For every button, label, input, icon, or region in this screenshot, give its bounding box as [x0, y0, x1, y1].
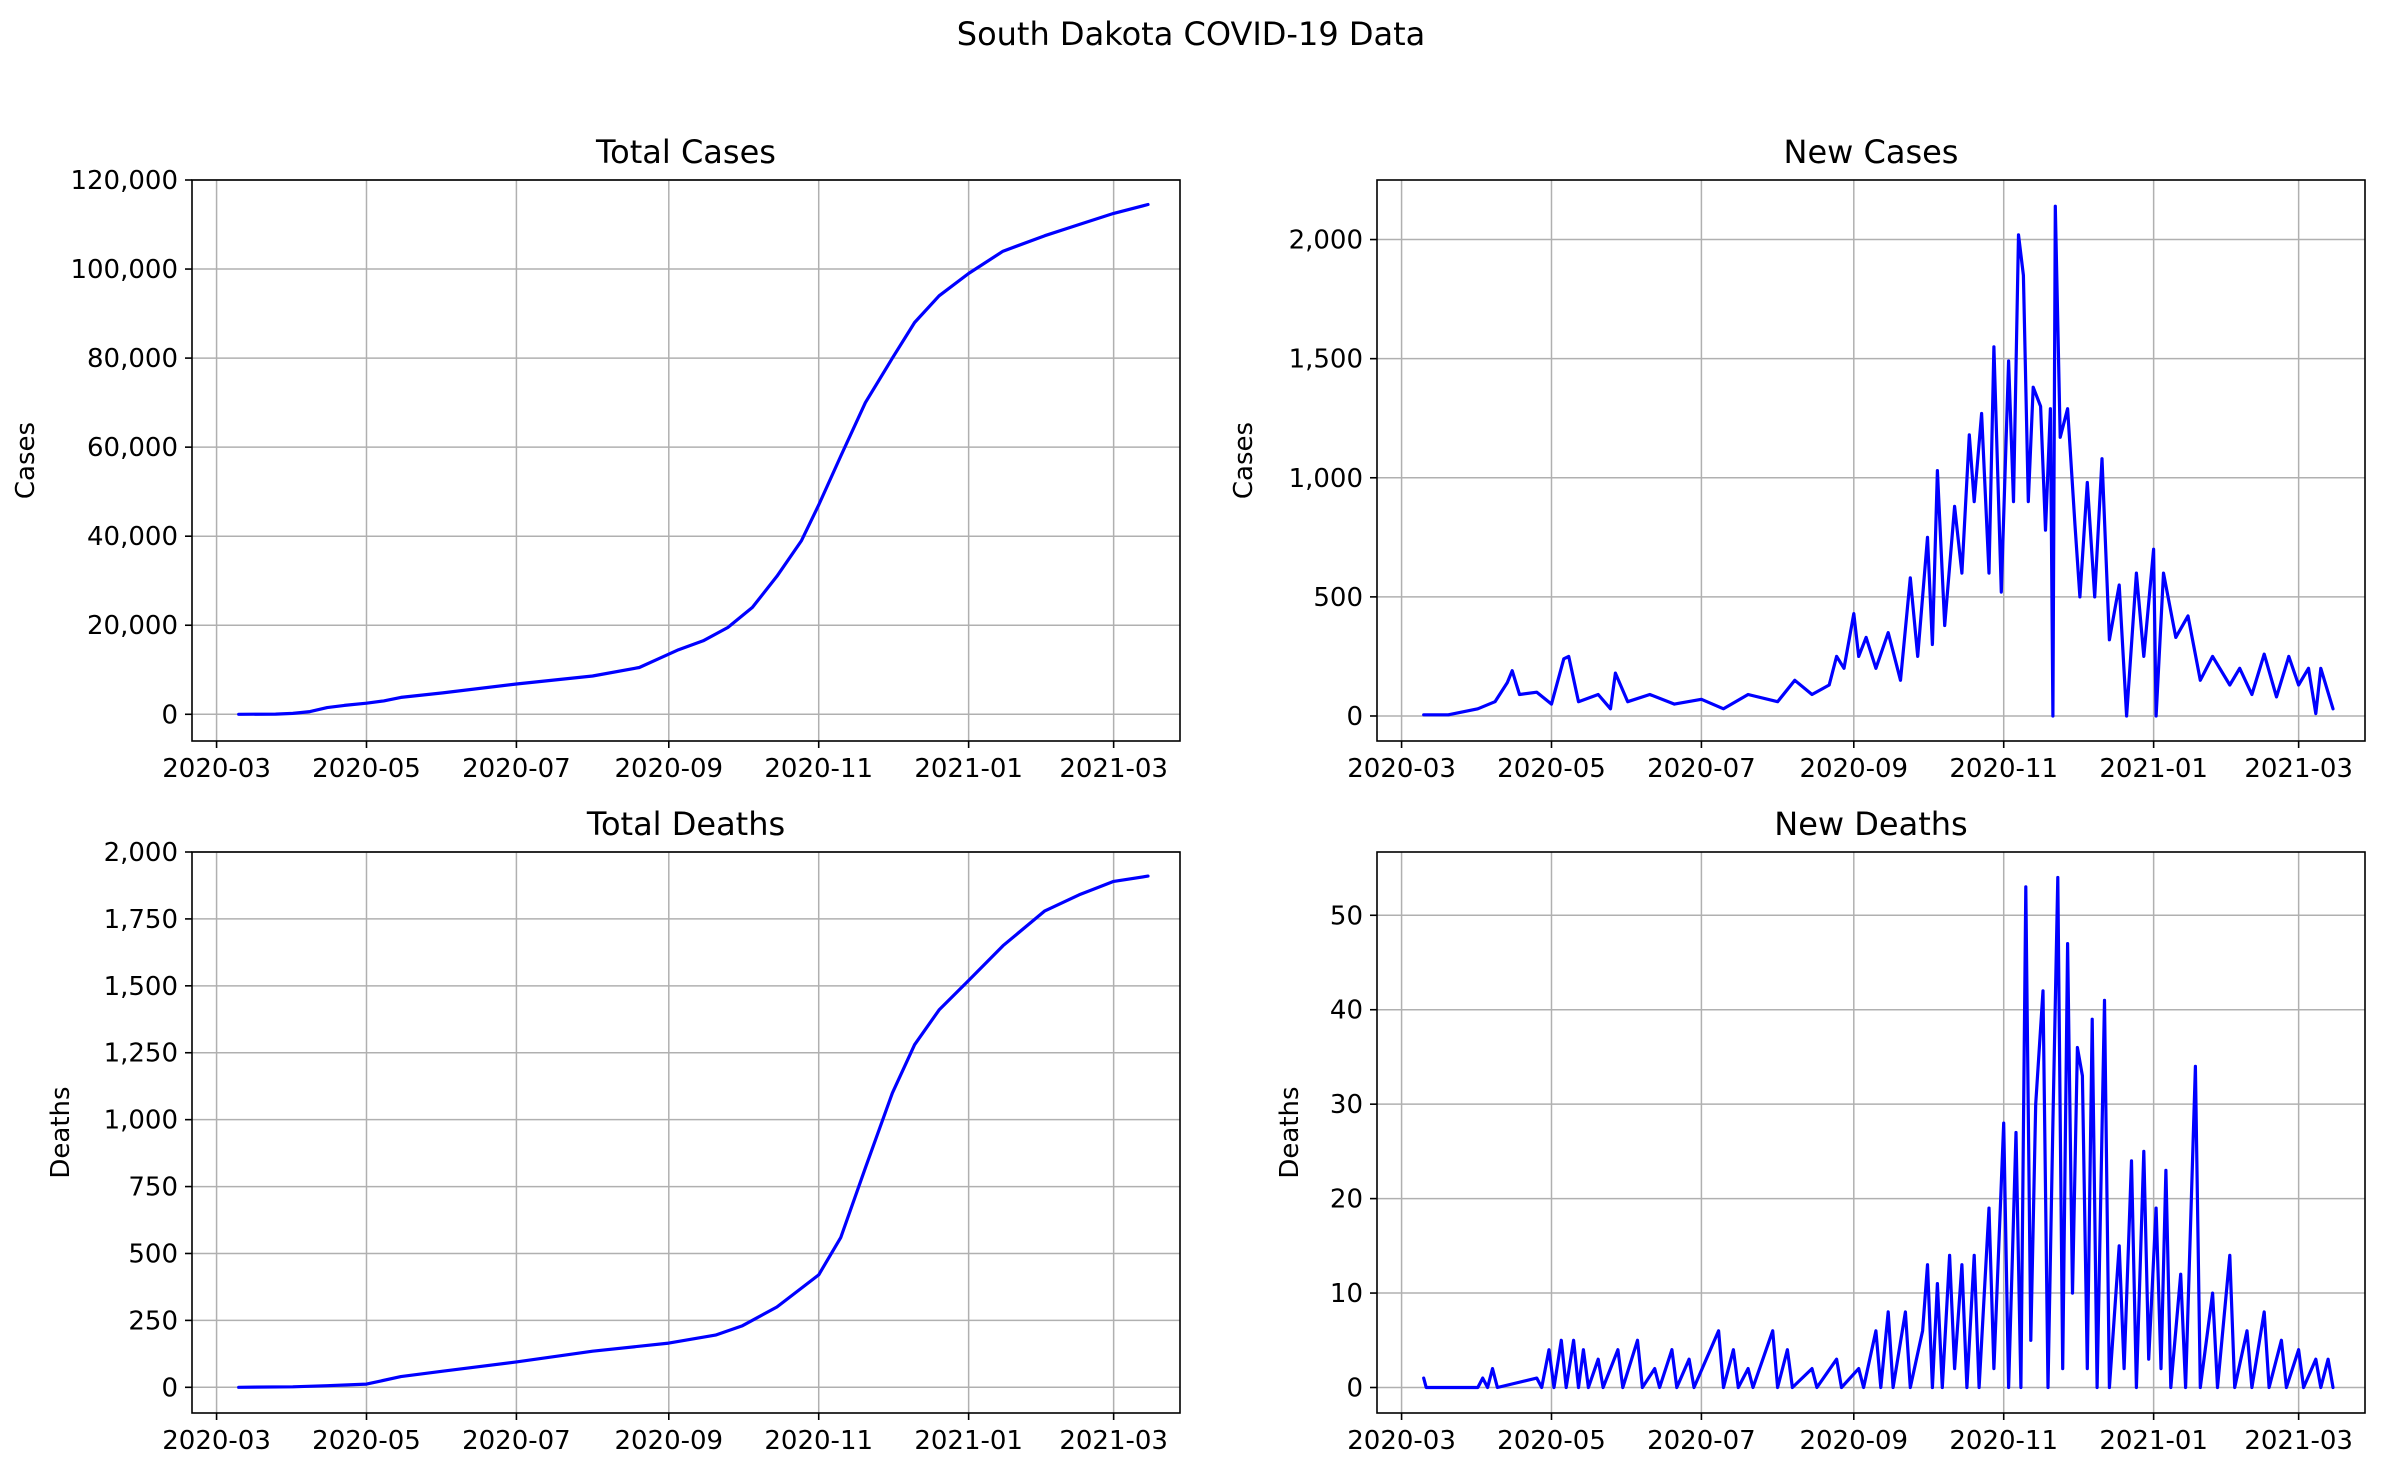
total-deaths-ytick-label: 750: [128, 1173, 178, 1203]
new-cases-panel: New Cases 2020-03 2020-05 2020-07 2020-09 202…: [1229, 133, 2366, 784]
total-deaths-ytick-label: 1,500: [104, 972, 178, 1002]
total-cases-ylabel: Cases: [11, 422, 41, 499]
new-cases-ytick-label: 1,000: [1289, 464, 1363, 494]
total-cases-ytick-label: 120,000: [70, 166, 178, 196]
total-deaths-ytick-label: 2,000: [104, 838, 178, 868]
new-cases-xtick-label: 2020-11: [1949, 754, 2058, 784]
new-cases-xtick-label: 2020-03: [1347, 754, 1456, 784]
new-deaths-ytick-label: 20: [1330, 1185, 1363, 1215]
new-cases-xtick-label: 2020-09: [1799, 754, 1908, 784]
total-cases-series-line: [237, 202, 1150, 716]
total-cases-ytick-label: 60,000: [87, 433, 178, 463]
new-cases-xtick-label: 2020-05: [1497, 754, 1606, 784]
new-cases-ytick-label: 1,500: [1289, 345, 1363, 375]
total-deaths-panel: Total Deaths 2020-03 2020-05 2020-07 2020-09…: [46, 805, 1181, 1456]
new-deaths-xtick-label: 2021-01: [2099, 1426, 2208, 1456]
new-deaths-xtick-label: 2020-05: [1497, 1426, 1606, 1456]
new-cases-ytick-label: 2,000: [1289, 226, 1363, 256]
total-cases-xtick-label: 2020-05: [312, 754, 421, 784]
total-cases-ytick-label: 80,000: [87, 344, 178, 374]
total-deaths-ytick-label: 1,250: [104, 1039, 178, 1069]
new-deaths-axes-frame: [1376, 851, 2366, 1414]
new-cases-ytick-label: 0: [1346, 702, 1363, 732]
total-cases-xtick-label: 2020-11: [764, 754, 873, 784]
total-cases-ytick-label: 0: [161, 700, 178, 730]
new-deaths-xtick-label: 2021-03: [2244, 1426, 2353, 1456]
new-deaths-ylabel: Deaths: [1275, 1086, 1305, 1178]
new-cases-grid: [1377, 180, 2365, 741]
total-deaths-ytick-label: 0: [161, 1373, 178, 1403]
total-deaths-ytick-label: 1,750: [104, 905, 178, 935]
new-cases-ytick-label: 500: [1313, 583, 1363, 613]
total-cases-xtick-label: 2020-09: [614, 754, 723, 784]
total-deaths-xtick-label: 2021-01: [914, 1426, 1023, 1456]
panels: Total Cases 2020-03 2020-05 2020-07 2020-09 2…: [11, 133, 2366, 1456]
total-deaths-title: Total Deaths: [586, 805, 785, 843]
total-deaths-ytick-label: 250: [128, 1306, 178, 1336]
new-cases-title: New Cases: [1784, 133, 1959, 171]
new-cases-xtick-label: 2021-01: [2099, 754, 2208, 784]
total-deaths-ylabel: Deaths: [46, 1086, 76, 1178]
total-deaths-grid: [192, 851, 1180, 1413]
total-cases-ytick-label: 100,000: [70, 255, 178, 285]
total-cases-ytick-label: 40,000: [87, 522, 178, 552]
total-cases-xtick-label: 2020-07: [462, 754, 571, 784]
total-cases-ytick-label: 20,000: [87, 611, 178, 641]
new-deaths-xtick-label: 2020-07: [1647, 1426, 1756, 1456]
new-cases-ylabel: Cases: [1229, 422, 1259, 499]
new-deaths-xtick-label: 2020-03: [1347, 1426, 1456, 1456]
new-cases-xtick-label: 2020-07: [1647, 754, 1756, 784]
total-cases-title: Total Cases: [595, 133, 776, 171]
total-deaths-axes-frame: [191, 851, 1181, 1414]
total-cases-xtick-label: 2021-03: [1059, 754, 1168, 784]
total-cases-xtick-label: 2021-01: [914, 754, 1023, 784]
total-deaths-xtick-label: 2020-07: [462, 1426, 571, 1456]
new-deaths-ytick-label: 0: [1346, 1374, 1363, 1404]
total-deaths-series-line: [237, 874, 1150, 1389]
new-deaths-xtick-label: 2020-11: [1949, 1426, 2058, 1456]
new-deaths-title: New Deaths: [1774, 805, 1967, 843]
new-cases-series-line: [1422, 204, 2335, 718]
total-deaths-ytick-label: 1,000: [104, 1106, 178, 1136]
new-cases-axes-frame: [1376, 179, 2366, 742]
new-deaths-ytick-label: 50: [1330, 901, 1363, 931]
new-cases-xtick-label: 2021-03: [2244, 754, 2353, 784]
total-cases-axes-frame: [191, 179, 1181, 742]
figure-title: South Dakota COVID-19 Data: [957, 15, 1426, 53]
new-deaths-ytick-label: 40: [1330, 996, 1363, 1026]
new-deaths-ytick-label: 10: [1330, 1279, 1363, 1309]
new-deaths-xtick-label: 2020-09: [1799, 1426, 1908, 1456]
total-cases-panel: Total Cases 2020-03 2020-05 2020-07 2020-09 2…: [11, 133, 1181, 784]
total-deaths-xtick-label: 2020-05: [312, 1426, 421, 1456]
total-deaths-ytick-label: 500: [128, 1239, 178, 1269]
total-deaths-xtick-label: 2021-03: [1059, 1426, 1168, 1456]
new-deaths-ytick-label: 30: [1330, 1090, 1363, 1120]
new-deaths-panel: New Deaths 2020-03 2020-05 2020-07 2020-09 20…: [1275, 805, 2366, 1456]
total-cases-xtick-label: 2020-03: [162, 754, 271, 784]
total-deaths-xtick-label: 2020-11: [764, 1426, 873, 1456]
new-deaths-series-line: [1422, 875, 2335, 1390]
total-deaths-xtick-label: 2020-09: [614, 1426, 723, 1456]
total-deaths-xtick-label: 2020-03: [162, 1426, 271, 1456]
